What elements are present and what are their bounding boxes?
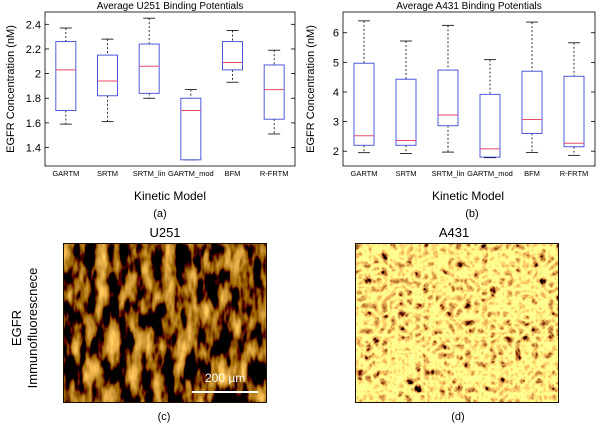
u251-immunofluorescence-image [63, 243, 267, 403]
scale-bar-label: 200 µm [205, 371, 246, 385]
plot-frame [44, 11, 296, 167]
box [97, 54, 118, 97]
y-axis-label: EGFR Concentration (nM) [5, 25, 17, 153]
y-tick-label: 1.8 [26, 93, 41, 105]
box [353, 62, 375, 146]
plot-frame [342, 11, 596, 167]
y-tick-label: 2 [333, 146, 339, 158]
side-label-line2: Immunofluorescnece [25, 267, 40, 389]
x-tick-label: GARTM [351, 169, 378, 178]
box [138, 43, 160, 94]
y-tick-label: 6 [333, 28, 339, 40]
panel-label-c: (c) [157, 411, 171, 423]
y-tick-label: 2.2 [26, 44, 41, 56]
side-label-line1: EGFR [9, 309, 24, 347]
x-axis-label: Kinetic Model [134, 189, 206, 203]
u251-binding-boxplot: Average U251 Binding Potentials 1.4 1.6 1.8… [5, 1, 296, 203]
panel-label-a: (a) [153, 208, 167, 220]
x-tick-label: SRTM [395, 169, 416, 178]
y-tick-label: 5 [333, 57, 339, 69]
y-tick-label: 1.6 [26, 118, 41, 130]
a431-binding-boxplot: Average A431 Binding Potentials 2 3 4 5 6 EGFR… [305, 1, 596, 203]
box [437, 69, 459, 127]
y-tick-label: 2.4 [26, 19, 41, 31]
chart-title: Average A431 Binding Potentials [396, 1, 541, 12]
x-tick-label: R-FRTM [560, 169, 589, 178]
box [395, 78, 417, 146]
box [479, 93, 501, 158]
x-tick-label: GARTM_mod [168, 169, 214, 178]
a431-immunofluorescence-image [355, 243, 559, 403]
x-tick-label: SRTM_lin [432, 169, 465, 178]
box [563, 75, 585, 148]
panel-label-b: (b) [465, 208, 479, 220]
chart-title: Average U251 Binding Potentials [97, 1, 244, 12]
panel-label-d: (d) [451, 411, 465, 423]
x-tick-label: GARTM_mod [467, 169, 513, 178]
x-tick-label: BFM [524, 169, 540, 178]
y-tick-label: 4 [333, 87, 339, 99]
x-tick-label: BFM [225, 169, 241, 178]
y-axis-label: EGFR Concentration (nM) [305, 25, 317, 153]
u251-image-title: U251 [149, 225, 181, 240]
x-tick-label: R-FRTM [260, 169, 289, 178]
box [180, 97, 202, 161]
box [55, 41, 77, 112]
box [263, 64, 285, 120]
x-tick-label: SRTM [97, 169, 118, 178]
x-tick-label: GARTM [52, 169, 79, 178]
y-tick-label: 3 [333, 117, 339, 129]
egfr-immunofluorescence-label: EGFR Immunofluorescnece [9, 238, 41, 418]
y-tick-label: 2 [35, 69, 41, 81]
x-axis-label: Kinetic Model [432, 189, 504, 203]
y-tick-label: 1.4 [26, 143, 41, 155]
a431-image-title: A431 [438, 225, 470, 240]
box [521, 70, 543, 134]
x-tick-label: SRTM_lin [133, 169, 166, 178]
box [222, 41, 243, 71]
